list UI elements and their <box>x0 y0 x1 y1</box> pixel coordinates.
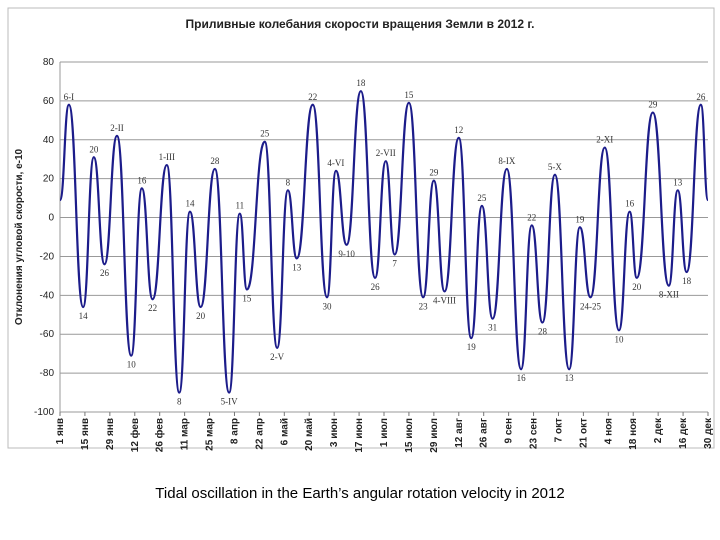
x-tick-label: 6 май <box>279 418 290 445</box>
point-label: 9-10 <box>338 249 355 259</box>
x-tick-label: 26 авг <box>479 418 490 448</box>
point-label: 23 <box>419 301 429 311</box>
point-label: 20 <box>632 282 642 292</box>
point-label: 16 <box>137 175 147 185</box>
point-label: 16 <box>517 373 527 383</box>
point-label: 18 <box>356 78 366 88</box>
point-label: 8 <box>286 177 291 187</box>
point-label: 24-25 <box>580 301 601 311</box>
x-tick-label: 8 апр <box>229 418 240 444</box>
x-tick-label: 18 ноя <box>628 418 639 450</box>
point-label: 20 <box>89 144 99 154</box>
point-label: 16 <box>625 199 635 209</box>
point-label: 28 <box>210 156 220 166</box>
point-label: 19 <box>467 342 477 352</box>
point-label: 12 <box>454 125 463 135</box>
point-label: 2-XI <box>596 135 613 145</box>
x-tick-label: 1 июл <box>379 418 390 447</box>
x-tick-label: 29 янв <box>105 418 116 450</box>
point-label: 25 <box>260 129 270 139</box>
x-tick-label: 16 дек <box>678 417 689 449</box>
point-label: 14 <box>185 199 195 209</box>
x-tick-label: 17 июн <box>354 418 365 453</box>
point-label: 13 <box>292 262 302 272</box>
point-label: 8-IX <box>498 156 515 166</box>
point-label: 26 <box>696 92 706 102</box>
x-tick-label: 12 фев <box>129 418 141 452</box>
point-label: 2-V <box>270 352 284 362</box>
point-label: 6-I <box>64 92 75 102</box>
y-tick-label: 20 <box>43 174 55 185</box>
x-tick-label: 2 дек <box>653 417 664 443</box>
point-label: 29 <box>429 168 439 178</box>
y-tick-label: 40 <box>43 135 55 146</box>
point-label: 30 <box>323 301 333 311</box>
chart-title: Приливные колебания скорости вращения Зе… <box>186 17 535 31</box>
point-label: 1-III <box>159 152 176 162</box>
x-tick-label: 23 сен <box>529 418 540 449</box>
x-tick-label: 22 апр <box>254 418 265 450</box>
point-label: 4-VIII <box>433 295 456 305</box>
x-tick-label: 15 июл <box>404 418 415 453</box>
point-label: 22 <box>148 303 157 313</box>
point-label: 8-XII <box>659 290 679 300</box>
point-label: 20 <box>196 311 206 321</box>
point-label: 25 <box>477 193 487 203</box>
point-label: 13 <box>673 177 683 187</box>
y-tick-label: -40 <box>40 290 55 301</box>
y-tick-label: 80 <box>43 57 55 68</box>
point-label: 13 <box>565 373 575 383</box>
x-tick-label: 29 июл <box>429 418 440 453</box>
x-tick-label: 30 дек <box>703 417 714 449</box>
y-axis-label: Отклонения угловой скорости, е-10 <box>14 148 25 325</box>
y-tick-label: -20 <box>40 251 55 262</box>
point-label: 26 <box>371 282 381 292</box>
point-label: 19 <box>575 214 585 224</box>
point-label: 14 <box>79 311 89 321</box>
y-tick-label: 0 <box>48 213 54 224</box>
x-tick-label: 7 окт <box>553 418 564 442</box>
point-label: 5-X <box>548 162 562 172</box>
point-label: 22 <box>527 212 536 222</box>
y-tick-label: 60 <box>43 96 55 107</box>
point-label: 2-VII <box>376 148 396 158</box>
line-series <box>58 90 710 394</box>
point-label: 8 <box>177 397 182 407</box>
point-label: 26 <box>100 268 110 278</box>
x-tick-label: 11 мар <box>180 418 191 450</box>
x-tick-label: 25 мар <box>205 418 216 451</box>
y-tick-label: -80 <box>40 368 55 379</box>
point-label: 15 <box>404 90 414 100</box>
x-tick-label: 1 янв <box>55 418 66 444</box>
x-tick-label: 4 ноя <box>603 418 614 444</box>
point-label: 31 <box>488 323 497 333</box>
point-label: 10 <box>127 360 137 370</box>
point-label: 11 <box>235 201 244 211</box>
x-tick-label: 26 фев <box>154 418 166 452</box>
point-label: 10 <box>614 334 624 344</box>
x-tick-label: 12 авг <box>454 418 465 448</box>
point-label: 15 <box>242 294 252 304</box>
x-tick-label: 15 янв <box>80 418 91 450</box>
y-tick-label: -60 <box>40 329 55 340</box>
x-tick-label: 9 сен <box>504 418 515 444</box>
chart-frame <box>7 7 715 449</box>
point-label: 28 <box>538 327 548 337</box>
x-tick-label: 20 май <box>304 418 315 451</box>
point-label: 4-VI <box>327 158 344 168</box>
point-label: 5-IV <box>221 397 238 407</box>
point-label: 29 <box>648 100 658 110</box>
y-tick-label: -100 <box>34 407 54 418</box>
point-label: 18 <box>682 276 692 286</box>
point-label: 2-II <box>110 123 124 133</box>
point-label: 22 <box>308 92 317 102</box>
point-label: 7 <box>392 259 397 269</box>
x-tick-label: 21 окт <box>578 418 589 448</box>
x-tick-label: 3 июн <box>329 418 340 447</box>
caption: Tidal oscillation in the Earth’s angular… <box>155 485 564 502</box>
